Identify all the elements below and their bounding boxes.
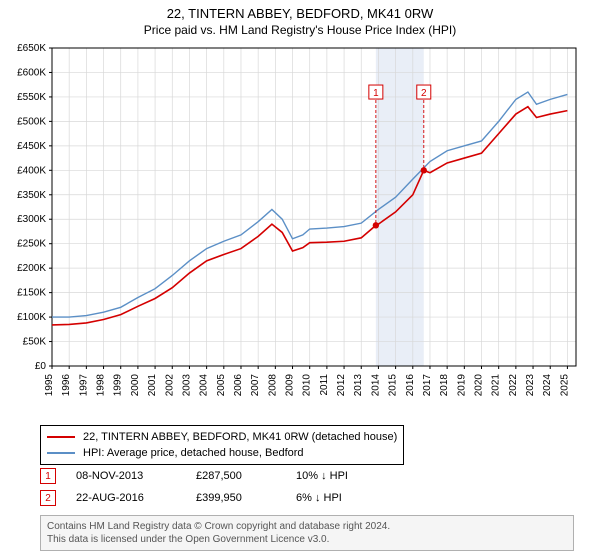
x-tick-label: 2001 — [147, 374, 158, 397]
x-tick-label: 2020 — [474, 374, 485, 397]
transaction-hpi-diff: 10% ↓ HPI — [296, 470, 396, 482]
x-tick-label: 2002 — [164, 374, 175, 397]
marker-dot — [421, 167, 427, 173]
y-tick-label: £400K — [17, 165, 46, 176]
legend-swatch — [47, 452, 75, 454]
x-tick-label: 1996 — [61, 374, 72, 397]
y-tick-label: £550K — [17, 92, 46, 103]
y-tick-label: £100K — [17, 312, 46, 323]
y-tick-label: £0 — [35, 361, 47, 372]
x-tick-label: 1997 — [78, 374, 89, 397]
transaction-table: 1 08-NOV-2013£287,50010% ↓ HPI 2 22-AUG-201… — [40, 465, 396, 509]
y-tick-label: £600K — [17, 67, 46, 78]
chart-title-block: 22, TINTERN ABBEY, BEDFORD, MK41 0RW Pri… — [0, 0, 600, 37]
transaction-date: 22-AUG-2016 — [76, 492, 196, 504]
marker-tag-label: 2 — [421, 88, 427, 99]
x-tick-label: 1995 — [44, 374, 55, 397]
x-tick-label: 1998 — [96, 374, 107, 397]
x-tick-label: 2015 — [388, 374, 399, 397]
x-tick-label: 2000 — [130, 374, 141, 397]
y-tick-label: £500K — [17, 116, 46, 127]
transaction-price: £287,500 — [196, 470, 296, 482]
y-tick-label: £50K — [23, 337, 47, 348]
y-tick-label: £250K — [17, 239, 46, 250]
x-tick-label: 2014 — [370, 374, 381, 397]
y-tick-label: £450K — [17, 141, 46, 152]
chart-area: £0 £50K £100K £150K £200K £250K £300K £350K £400… — [0, 40, 600, 420]
attribution-box: Contains HM Land Registry data © Crown c… — [40, 515, 574, 551]
x-tick-label: 2018 — [439, 374, 450, 397]
legend-label: HPI: Average price, detached house, Bedf… — [83, 447, 304, 459]
attribution-line2: This data is licensed under the Open Gov… — [47, 533, 567, 546]
transaction-row: 1 08-NOV-2013£287,50010% ↓ HPI — [40, 465, 396, 487]
x-tick-label: 2007 — [250, 374, 261, 397]
x-tick-label: 2010 — [302, 374, 313, 397]
transaction-price: £399,950 — [196, 492, 296, 504]
x-tick-label: 2016 — [405, 374, 416, 397]
y-tick-label: £350K — [17, 190, 46, 201]
x-tick-label: 2021 — [491, 374, 502, 397]
x-tick-label: 2019 — [456, 374, 467, 397]
x-tick-label: 2012 — [336, 374, 347, 397]
transaction-marker: 2 — [40, 490, 56, 506]
legend-row: 22, TINTERN ABBEY, BEDFORD, MK41 0RW (de… — [47, 429, 397, 445]
title-line2: Price paid vs. HM Land Registry's House … — [0, 23, 600, 37]
legend: 22, TINTERN ABBEY, BEDFORD, MK41 0RW (de… — [40, 425, 404, 465]
x-tick-label: 2008 — [267, 374, 278, 397]
x-tick-label: 2024 — [542, 374, 553, 397]
x-tick-label: 2013 — [353, 374, 364, 397]
y-tick-label: £200K — [17, 263, 46, 274]
y-tick-label: £150K — [17, 288, 46, 299]
transaction-hpi-diff: 6% ↓ HPI — [296, 492, 396, 504]
x-tick-label: 2025 — [559, 374, 570, 397]
attribution-line1: Contains HM Land Registry data © Crown c… — [47, 520, 567, 533]
marker-tag-label: 1 — [373, 88, 379, 99]
marker-dot — [373, 222, 379, 228]
legend-swatch — [47, 436, 75, 438]
transaction-date: 08-NOV-2013 — [76, 470, 196, 482]
legend-row: HPI: Average price, detached house, Bedf… — [47, 445, 397, 461]
x-tick-label: 2003 — [181, 374, 192, 397]
title-line1: 22, TINTERN ABBEY, BEDFORD, MK41 0RW — [0, 6, 600, 21]
plot-border — [52, 48, 576, 366]
x-tick-label: 2023 — [525, 374, 536, 397]
y-tick-label: £300K — [17, 214, 46, 225]
transaction-row: 2 22-AUG-2016£399,9506% ↓ HPI — [40, 487, 396, 509]
y-tick-label: £650K — [17, 43, 46, 54]
x-tick-label: 2011 — [319, 374, 330, 396]
x-tick-label: 1999 — [113, 374, 124, 397]
x-tick-label: 2022 — [508, 374, 519, 397]
x-tick-label: 2005 — [216, 374, 227, 397]
legend-label: 22, TINTERN ABBEY, BEDFORD, MK41 0RW (de… — [83, 431, 397, 443]
x-tick-label: 2004 — [199, 374, 210, 397]
x-tick-label: 2017 — [422, 374, 433, 397]
chart-svg: £0 £50K £100K £150K £200K £250K £300K £350K £400… — [0, 40, 600, 420]
x-tick-label: 2009 — [285, 374, 296, 397]
transaction-marker: 1 — [40, 468, 56, 484]
x-tick-label: 2006 — [233, 374, 244, 397]
